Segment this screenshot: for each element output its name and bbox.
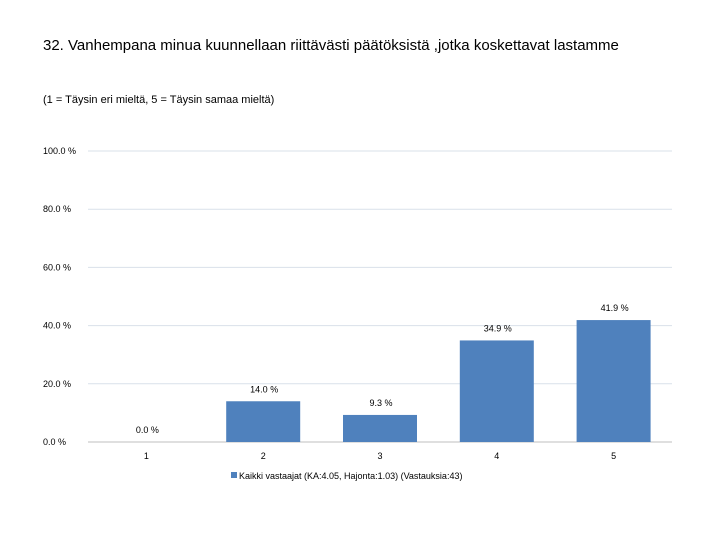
y-tick-label: 100.0 % [43, 146, 76, 156]
legend-label: Kaikki vastaajat (KA:4.05, Hajonta:1.03)… [239, 471, 462, 481]
y-tick-label: 0.0 % [43, 437, 66, 447]
y-tick-label: 40.0 % [43, 321, 71, 331]
bar-2 [226, 401, 301, 442]
bar-5 [576, 320, 651, 442]
x-tick-label: 2 [261, 451, 266, 461]
y-tick-label: 20.0 % [43, 379, 71, 389]
data-label: 0.0 % [136, 425, 159, 435]
y-tick-label: 80.0 % [43, 204, 71, 214]
bars [226, 320, 651, 442]
x-axis-ticks: 1 2 3 4 5 [144, 451, 616, 461]
legend: Kaikki vastaajat (KA:4.05, Hajonta:1.03)… [231, 471, 462, 481]
data-label: 14.0 % [250, 384, 278, 394]
bar-3 [343, 414, 417, 442]
y-axis-ticks: 0.0 % 20.0 % 40.0 % 60.0 % 80.0 % 100.0 % [43, 146, 76, 447]
bar-4 [459, 340, 534, 442]
data-label: 9.3 % [369, 398, 392, 408]
x-tick-label: 4 [494, 451, 499, 461]
x-tick-label: 3 [377, 451, 382, 461]
data-label: 41.9 % [601, 303, 629, 313]
x-tick-label: 5 [611, 451, 616, 461]
x-tick-label: 1 [144, 451, 149, 461]
y-tick-label: 60.0 % [43, 262, 71, 272]
chart-title: 32. Vanhempana minua kuunnellaan riittäv… [43, 37, 619, 54]
legend-swatch [231, 472, 237, 478]
data-labels: 0.0 % 14.0 % 9.3 % 34.9 % 41.9 % [136, 303, 629, 435]
chart-subtitle: (1 = Täysin eri mieltä, 5 = Täysin samaa… [43, 94, 275, 106]
data-label: 34.9 % [484, 323, 512, 333]
